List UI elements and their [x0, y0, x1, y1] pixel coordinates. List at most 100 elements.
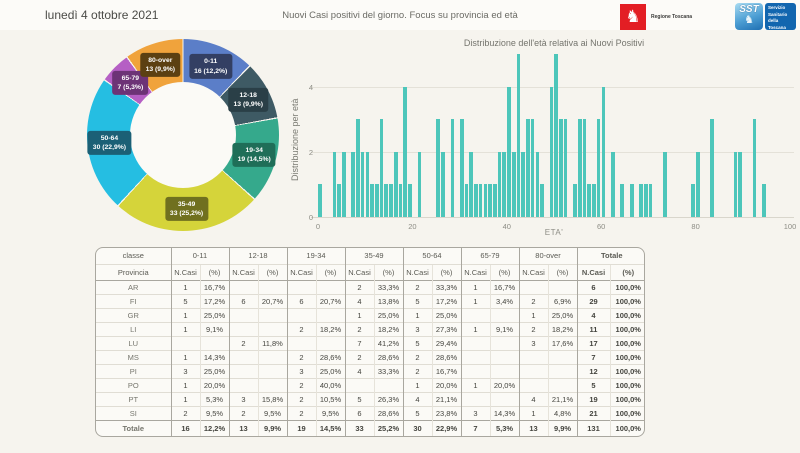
histogram-bar-age-54[interactable]: [573, 184, 577, 217]
histogram-bar-age-79[interactable]: [691, 184, 695, 217]
histogram-bar-age-73[interactable]: [662, 151, 667, 217]
donut-label-19-34[interactable]: 19-34 19 (14,5%): [232, 142, 276, 168]
histogram-bar-age-88[interactable]: [733, 151, 738, 217]
x-tick-40: 40: [502, 222, 511, 231]
value-cell: [257, 349, 287, 364]
histogram-bar-age-42[interactable]: [516, 54, 521, 217]
histogram-bar-age-15[interactable]: [389, 184, 393, 217]
histogram-bar-age-18[interactable]: [403, 86, 407, 217]
histogram-bar-age-17[interactable]: [398, 184, 403, 217]
histogram-bar-age-12[interactable]: [375, 184, 379, 217]
histogram-bar-age-9[interactable]: [360, 151, 365, 217]
histogram-bar-age-11[interactable]: [370, 184, 374, 217]
table-row-AR[interactable]: AR 1 16,7% 2 33,3% 2 33,3% 1 16,7% 6 100,0%: [96, 279, 644, 294]
histogram-bar-age-5[interactable]: [342, 151, 346, 217]
histogram-bar-age-89[interactable]: [738, 151, 743, 217]
province-cell: FI: [96, 293, 171, 308]
donut-label-35-49[interactable]: 35-49 33 (25,2%): [164, 196, 209, 222]
histogram-bar-age-13[interactable]: [379, 119, 384, 217]
histogram-bar-age-14[interactable]: [384, 184, 389, 217]
histogram-bar-age-80[interactable]: [696, 151, 700, 217]
table-row-LI[interactable]: LI 1 9,1% 2 18,2% 2 18,2% 3 27,3% 1 9,1% 2 18,2% 11 10…: [96, 321, 644, 336]
histogram-bar-age-58[interactable]: [592, 184, 596, 217]
histogram-bar-age-10[interactable]: [365, 151, 370, 217]
value-cell: 12,2%: [199, 419, 229, 436]
histogram-bar-age-0[interactable]: [318, 184, 322, 217]
table-row-LU[interactable]: LU 2 11,8% 7 41,2% 5 29,4% 3 17,6% 17 100,0%: [96, 335, 644, 350]
donut-label-0-11[interactable]: 0-11 16 (12,2%): [189, 54, 233, 79]
value-cell: [228, 349, 258, 364]
histogram-bar-age-69[interactable]: [644, 184, 648, 217]
histogram-bar-age-45[interactable]: [530, 119, 535, 217]
histogram-bar-age-59[interactable]: [596, 119, 601, 217]
value-cell: 3: [286, 363, 316, 378]
table-row-GR[interactable]: GR 1 25,0% 1 25,0% 1 25,0% 1 25,0% 4 100,0%: [96, 307, 644, 322]
histogram-bar-age-47[interactable]: [540, 184, 544, 217]
histogram-bar-age-21[interactable]: [417, 151, 422, 217]
histogram-bar-age-66[interactable]: [629, 184, 634, 217]
histogram-bar-age-4[interactable]: [337, 184, 341, 217]
table-row-PT[interactable]: PT 1 5,3% 3 15,8% 2 10,5% 5 26,3% 4 21,1% 4 21,1% 19 1…: [96, 391, 644, 406]
table-row-SI[interactable]: SI 2 9,5% 2 9,5% 2 9,5% 6 28,6% 5 23,8% 3 14,3% 1 4,8%…: [96, 405, 644, 420]
value-cell: 5: [402, 405, 432, 420]
histogram-bar-age-41[interactable]: [511, 151, 516, 217]
histogram-bar-age-39[interactable]: [502, 151, 507, 217]
value-cell: 41,2%: [373, 335, 403, 350]
value-cell: 9,1%: [199, 321, 229, 336]
table-row-totale[interactable]: Totale 16 12,2% 13 9,9% 19 14,5% 33 25,2% 30 22,9%…: [96, 419, 644, 436]
histogram-bar-age-52[interactable]: [563, 119, 568, 217]
table-row-PI[interactable]: PI 3 25,0% 3 25,0% 4 33,3% 2 16,7% 12 100,0%: [96, 363, 644, 378]
histogram-bar-age-40[interactable]: [507, 86, 511, 217]
histogram-bar-age-37[interactable]: [493, 184, 497, 217]
histogram-bar-age-16[interactable]: [393, 151, 398, 217]
sst-badge: SST ♞: [735, 3, 763, 30]
histogram-bar-age-26[interactable]: [441, 151, 445, 217]
histogram-bar-age-3[interactable]: [332, 151, 337, 217]
value-cell: 1: [518, 405, 548, 420]
histogram-bar-age-43[interactable]: [521, 151, 525, 217]
histogram-bar-age-8[interactable]: [356, 119, 360, 217]
table-header-classes: classe 0-11 12-18 19-34 35-49 50-64 65-79 80-ov…: [96, 248, 644, 264]
ncasi-header: N.Casi: [518, 263, 548, 280]
histogram-bar-age-36[interactable]: [488, 184, 492, 217]
donut-label-50-64[interactable]: 50-64 30 (22,9%): [87, 130, 132, 156]
histogram-bar-age-94[interactable]: [762, 184, 766, 217]
regione-toscana-logo: ♞ Regione Toscana: [620, 4, 692, 30]
histogram-bar-age-25[interactable]: [436, 119, 440, 217]
histogram-bar-age-19[interactable]: [408, 184, 412, 217]
totale-header: Totale: [576, 248, 644, 264]
histogram-bar-age-62[interactable]: [611, 151, 615, 217]
histogram-bar-age-35[interactable]: [483, 184, 488, 217]
histogram-bar-age-32[interactable]: [469, 151, 474, 217]
histogram-bar-age-49[interactable]: [549, 86, 554, 217]
histogram-bar-age-51[interactable]: [559, 119, 563, 217]
histogram-bar-age-70[interactable]: [648, 184, 653, 217]
histogram-bar-age-28[interactable]: [450, 119, 455, 217]
histogram-bar-age-46[interactable]: [535, 151, 540, 217]
histogram-bar-age-56[interactable]: [582, 119, 587, 217]
donut-label-80-over[interactable]: 80-over 13 (9,9%): [140, 52, 181, 77]
donut-label-12-18[interactable]: 12-18 13 (9,9%): [228, 87, 268, 113]
histogram-bar-age-55[interactable]: [578, 119, 582, 217]
value-cell: 9,1%: [489, 321, 519, 336]
histogram-bar-age-50[interactable]: [554, 54, 558, 217]
value-cell: 3: [228, 391, 258, 406]
histogram-bar-age-34[interactable]: [478, 184, 483, 217]
histogram-bar-age-60[interactable]: [601, 86, 606, 217]
histogram-bar-age-92[interactable]: [752, 119, 757, 217]
histogram-bar-age-30[interactable]: [460, 119, 464, 217]
histogram-bar-age-64[interactable]: [620, 184, 625, 217]
histogram-bar-age-33[interactable]: [474, 184, 478, 217]
histogram-bar-age-7[interactable]: [351, 151, 356, 217]
value-cell: [228, 279, 258, 294]
histogram-bar-age-83[interactable]: [710, 119, 714, 217]
table-row-FI[interactable]: FI 5 17,2% 6 20,7% 6 20,7% 4 13,8% 5 17,2% 1 3,4% 2 6,…: [96, 293, 644, 308]
histogram-bar-age-44[interactable]: [526, 119, 530, 217]
table-row-MS[interactable]: MS 1 14,3% 2 28,6% 2 28,6% 2 28,6% 7 100,0%: [96, 349, 644, 364]
value-cell: 21: [576, 405, 610, 420]
table-row-PO[interactable]: PO 1 20,0% 2 40,0% 1 20,0% 1 20,0% 5 100,0%: [96, 377, 644, 392]
histogram-bar-age-57[interactable]: [587, 184, 592, 217]
histogram-bar-age-68[interactable]: [639, 184, 643, 217]
histogram-bar-age-38[interactable]: [497, 151, 502, 217]
histogram-bar-age-31[interactable]: [464, 184, 469, 217]
